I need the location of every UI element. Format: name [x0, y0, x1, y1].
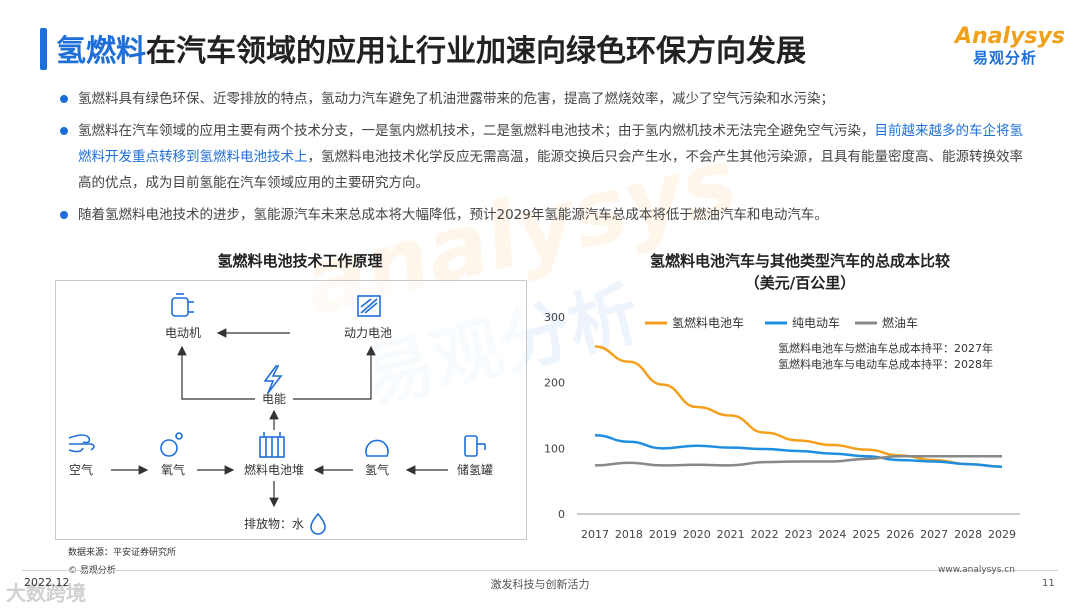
report-date: 2022.12: [24, 576, 70, 589]
chart-title-block: 氢燃料电池汽车与其他类型汽车的总成本比较 （美元/百公里）: [560, 250, 1040, 294]
x-tick-label: 2026: [886, 528, 914, 541]
y-tick-label: 0: [558, 508, 565, 521]
page-title: 氢燃料在汽车领域的应用让行业加速向绿色环保方向发展: [56, 26, 806, 70]
title-highlight: 氢燃料: [56, 34, 146, 69]
air-icon: [68, 434, 95, 453]
node-emission-label: 排放物：水: [244, 516, 304, 531]
x-tick-label: 2025: [852, 528, 880, 541]
footer-slogan: 激发科技与创新活力: [490, 578, 590, 591]
diagram: 电动机 动力电池 电能 空气 氧气 燃料电池堆 氢气 储氢罐 排放物：水: [68, 293, 493, 535]
bullet-item: 氢燃料具有绿色环保、近零排放的特点，氢动力汽车避免了机油泄露带来的危害，提高了燃…: [60, 86, 1030, 112]
data-source: 数据来源：平安证券研究所: [68, 548, 177, 558]
diagram-title: 氢燃料电池技术工作原理: [217, 252, 383, 270]
fuel-cell-stack-icon: [259, 432, 285, 458]
arrow-power-to-motor: [177, 345, 255, 400]
bullet-item: 氢燃料在汽车领域的应用主要有两个技术分支，一是氢内燃机技术，二是氢燃料电池技术；…: [60, 118, 1030, 196]
bullet-text: 氢燃料具有绿色环保、近零排放的特点，氢动力汽车避免了机油泄露带来的危害，提高了燃…: [78, 91, 834, 107]
logo-en-rest: nalysys: [972, 24, 1065, 49]
hydrogen-icon: [365, 439, 389, 457]
tank-icon: [464, 435, 486, 457]
bullet-item: 随着氢燃料电池技术的进步，氢能源汽车未来总成本将大幅降低，预计2029年氢能源汽…: [60, 202, 1030, 228]
node-air-label: 空气: [69, 462, 93, 477]
y-tick-label: 100: [544, 442, 565, 455]
chart-annotation: 氢燃料电池车与燃油车总成本持平：2027年: [778, 341, 993, 355]
water-drop-icon: [310, 512, 326, 535]
motor-icon: [171, 293, 194, 317]
page-number: 11: [1042, 578, 1055, 589]
bullet-list: 氢燃料具有绿色环保、近零排放的特点，氢动力汽车避免了机油泄露带来的危害，提高了燃…: [60, 86, 1030, 234]
y-tick-label: 200: [544, 377, 565, 390]
title-accent-bar: [40, 28, 47, 70]
x-tick-label: 2023: [785, 528, 813, 541]
node-stack-label: 燃料电池堆: [244, 462, 304, 477]
x-tick-label: 2020: [683, 528, 711, 541]
line-chart: 0 100 200 300 2017 2018 2019 2020 2021 2022 2023 20…: [544, 311, 1020, 541]
bullet-text: 随着氢燃料电池技术的进步，氢能源汽车未来总成本将大幅降低，预计2029年氢能源汽…: [78, 207, 828, 223]
x-tick-label: 2018: [615, 528, 643, 541]
bullet-dot: [60, 127, 68, 135]
node-power-label: 电能: [262, 392, 286, 406]
chart-title: 氢燃料电池汽车与其他类型汽车的总成本比较: [649, 252, 950, 270]
node-motor-label: 电动机: [165, 326, 201, 340]
node-hydrogen-label: 氢气: [365, 462, 389, 477]
oxygen-icon: [160, 432, 183, 457]
footer-divider: [22, 570, 1058, 571]
x-tick-label: 2022: [751, 528, 779, 541]
x-tick-label: 2024: [818, 528, 846, 541]
diagram-frame: [55, 280, 527, 540]
legend-label: 氢燃料电池车: [672, 315, 744, 330]
y-tick-label: 300: [544, 311, 565, 324]
legend-label: 燃油车: [882, 315, 918, 330]
copyright: © 易观分析: [68, 566, 116, 576]
x-tick-label: 2027: [920, 528, 948, 541]
x-tick-label: 2021: [717, 528, 745, 541]
x-tick-label: 2029: [988, 528, 1016, 541]
title-rest: 在汽车领域的应用让行业加速向绿色环保方向发展: [146, 34, 806, 69]
logo-cn: 易观分析: [973, 49, 1038, 67]
bullet-dot: [60, 211, 68, 219]
legend-label: 纯电动车: [792, 315, 840, 330]
logo-en: Analysys: [955, 24, 1065, 49]
logo: Analysys 易观分析: [955, 24, 1065, 68]
corner-watermark: 大数跨境: [6, 581, 86, 605]
x-tick-label: 2019: [649, 528, 677, 541]
node-battery-label: 动力电池: [344, 326, 392, 340]
bullet-text-after: ，氢燃料电池技术化学反应无需高温，能源交换后只会产生水，不会产生其他污染源，且具…: [78, 149, 1023, 191]
node-oxygen-label: 氧气: [161, 462, 185, 477]
node-tank-label: 储氢罐: [457, 462, 493, 477]
battery-icon: [357, 295, 381, 317]
power-icon: [263, 365, 283, 394]
bullet-dot: [60, 95, 68, 103]
bullet-text: 氢燃料在汽车领域的应用主要有两个技术分支，一是氢内燃机技术，二是氢燃料电池技术；…: [78, 123, 875, 139]
footer-url[interactable]: www.analysys.cn: [938, 565, 1015, 575]
chart-subtitle: （美元/百公里）: [744, 274, 856, 292]
x-tick-label: 2017: [581, 528, 609, 541]
chart-annotation: 氢燃料电池车与电动车总成本持平：2028年: [778, 357, 993, 371]
bullet-highlight: 目前越来越多的车企将氢燃料开发重点转移到氢燃料电池技术上: [78, 123, 1023, 165]
arrow-power-to-battery: [293, 345, 376, 400]
logo-en-a: A: [955, 24, 973, 49]
x-tick-label: 2028: [954, 528, 982, 541]
